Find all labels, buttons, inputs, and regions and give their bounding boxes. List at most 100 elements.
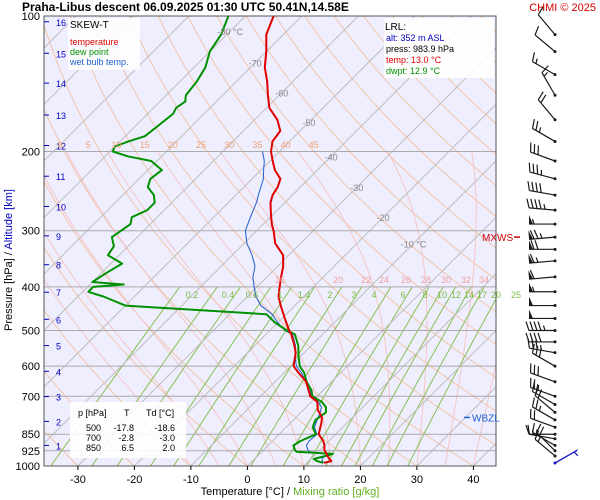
table-cell: 500 (86, 423, 101, 433)
altitude-tick-label: 11 (56, 172, 65, 182)
altitude-tick-label: 13 (56, 111, 66, 121)
wind-barb (553, 449, 579, 465)
pressure-tick-label: 100 (22, 11, 40, 23)
isotherm (190, 160, 496, 466)
wind-barb (529, 363, 557, 384)
wind-barb (531, 397, 557, 422)
moist-adiabat-label: 32 (461, 275, 471, 285)
isotherm-label: -70 (249, 59, 262, 69)
table-cell: 700 (86, 433, 101, 443)
pressure-tick-label: 500 (22, 326, 40, 338)
isotherm-label: -80 °C (218, 27, 244, 37)
wind-barb (537, 6, 557, 37)
table-cell: 850 (86, 443, 101, 453)
x-axis-label-separator: / (287, 486, 291, 498)
dry-adiabat-label: 5 (86, 140, 91, 150)
x-tick-label: 40 (467, 474, 479, 486)
altitude-tick-label: 15 (56, 49, 66, 59)
x-tick-label: 30 (411, 474, 423, 486)
dry-adiabat-label: 45 (309, 140, 319, 150)
dry-adiabat-label: 40 (281, 140, 291, 150)
moist-adiabat-label: 22 (361, 275, 371, 285)
pressure-tick-label: 1000 (16, 461, 40, 473)
dry-adiabat (216, 16, 496, 313)
moist-adiabat-label: 30 (441, 275, 451, 285)
wind-barb (529, 309, 557, 320)
mixing-ratio-label: 4 (371, 290, 376, 300)
altitude-tick-label: 12 (56, 142, 66, 152)
x-tick-label: -10 (183, 474, 199, 486)
moist-adiabat-label: 34 (479, 275, 489, 285)
wind-barb (529, 215, 557, 226)
wind-barb (534, 25, 557, 54)
dry-adiabat (304, 16, 496, 218)
y-axis-label-pressure: Pressure [hPa] (3, 258, 15, 331)
lrl-press: press: 983.9 hPa (386, 44, 454, 54)
isotherm (530, 16, 600, 466)
wind-barb (525, 332, 557, 344)
wind-barb (528, 253, 557, 264)
mixing-ratio-label: 6 (400, 290, 405, 300)
lrl-alt: alt: 352 m ASL (386, 33, 445, 43)
altitude-tick-label: 10 (56, 202, 66, 212)
wind-barb (529, 408, 557, 429)
x-axis-title: Temperature [°C] / Mixing ratio [g/kg] (201, 486, 380, 498)
wind-barb (527, 181, 557, 197)
plot-frame (43, 15, 497, 467)
lrl-box: LRL: alt: 352 m ASL press: 983.9 hPa tem… (384, 18, 494, 78)
table-cell: -3.0 (159, 433, 175, 443)
mixing-ratio-label: 2 (327, 290, 332, 300)
mixing-ratio-label: 17 (477, 290, 487, 300)
isotherm (360, 329, 496, 466)
table-cell: -18.6 (154, 423, 175, 433)
isotherm (77, 47, 496, 466)
isotherm (416, 386, 496, 466)
moist-adiabat-label: 20 (333, 275, 343, 285)
isotherm (247, 216, 496, 466)
level-table: p [hPa] T Td [°C] 500 -17.8 -18.6 700 -2… (70, 402, 186, 458)
moist-adiabat-label: 28 (421, 275, 431, 285)
wbzl-label: WBZL (472, 413, 500, 424)
x-tick-label: -30 (70, 474, 86, 486)
mixing-ratio-label: 1.4 (298, 290, 311, 300)
table-cell: 2.0 (162, 443, 175, 453)
mixing-ratio-label: 14 (464, 290, 474, 300)
legend-temperature: temperature (70, 37, 119, 47)
dry-adiabat-label: 0 (57, 140, 62, 150)
isotherm (44, 16, 190, 162)
mxws-label: MXWS (482, 233, 513, 244)
isotherm (44, 16, 303, 275)
wind-barb (529, 282, 557, 294)
altitude-tick-label: 5 (56, 342, 61, 352)
lrl-dwpt: dwpt: 12.9 °C (386, 66, 441, 76)
altitude-tick-label: 14 (56, 79, 66, 89)
altitude-tick-label: 2 (56, 417, 61, 427)
series-dew-point (87, 16, 334, 464)
moist-adiabat-label: 16 (275, 275, 285, 285)
lrl-temp: temp: 13.0 °C (386, 55, 442, 65)
isotherm-label: -50 (302, 118, 315, 128)
x-tick-label: 10 (298, 474, 310, 486)
y-axis-label-separator: / (3, 251, 15, 255)
mixing-ratio-label: 3 (351, 290, 356, 300)
dry-adiabat-label: 10 (111, 140, 121, 150)
altitude-tick-label: 6 (56, 315, 61, 325)
altitude-tick-label: 4 (56, 367, 61, 377)
isotherm-label: -60 (275, 89, 288, 99)
isotherm (303, 273, 496, 466)
x-tick-label: -20 (126, 474, 142, 486)
y-axis-title: Pressure [hPa] / Altitude [km] (3, 189, 15, 331)
isotherm (44, 16, 246, 219)
x-tick-label: 20 (354, 474, 366, 486)
altitude-tick-label: 8 (56, 261, 61, 271)
pressure-tick-label: 200 (22, 146, 40, 158)
mixing-ratio-label: 0.6 (246, 290, 259, 300)
mixing-ratio-label: 0.2 (186, 290, 199, 300)
legend-wet-bulb: wet bulb temp. (69, 57, 129, 67)
wind-barb (529, 377, 557, 398)
dry-adiabat (157, 16, 496, 379)
isotherm (134, 103, 496, 466)
wind-barb (529, 142, 557, 163)
altitude-tick-label: 1 (56, 441, 61, 451)
dry-adiabat-label: 15 (140, 140, 150, 150)
